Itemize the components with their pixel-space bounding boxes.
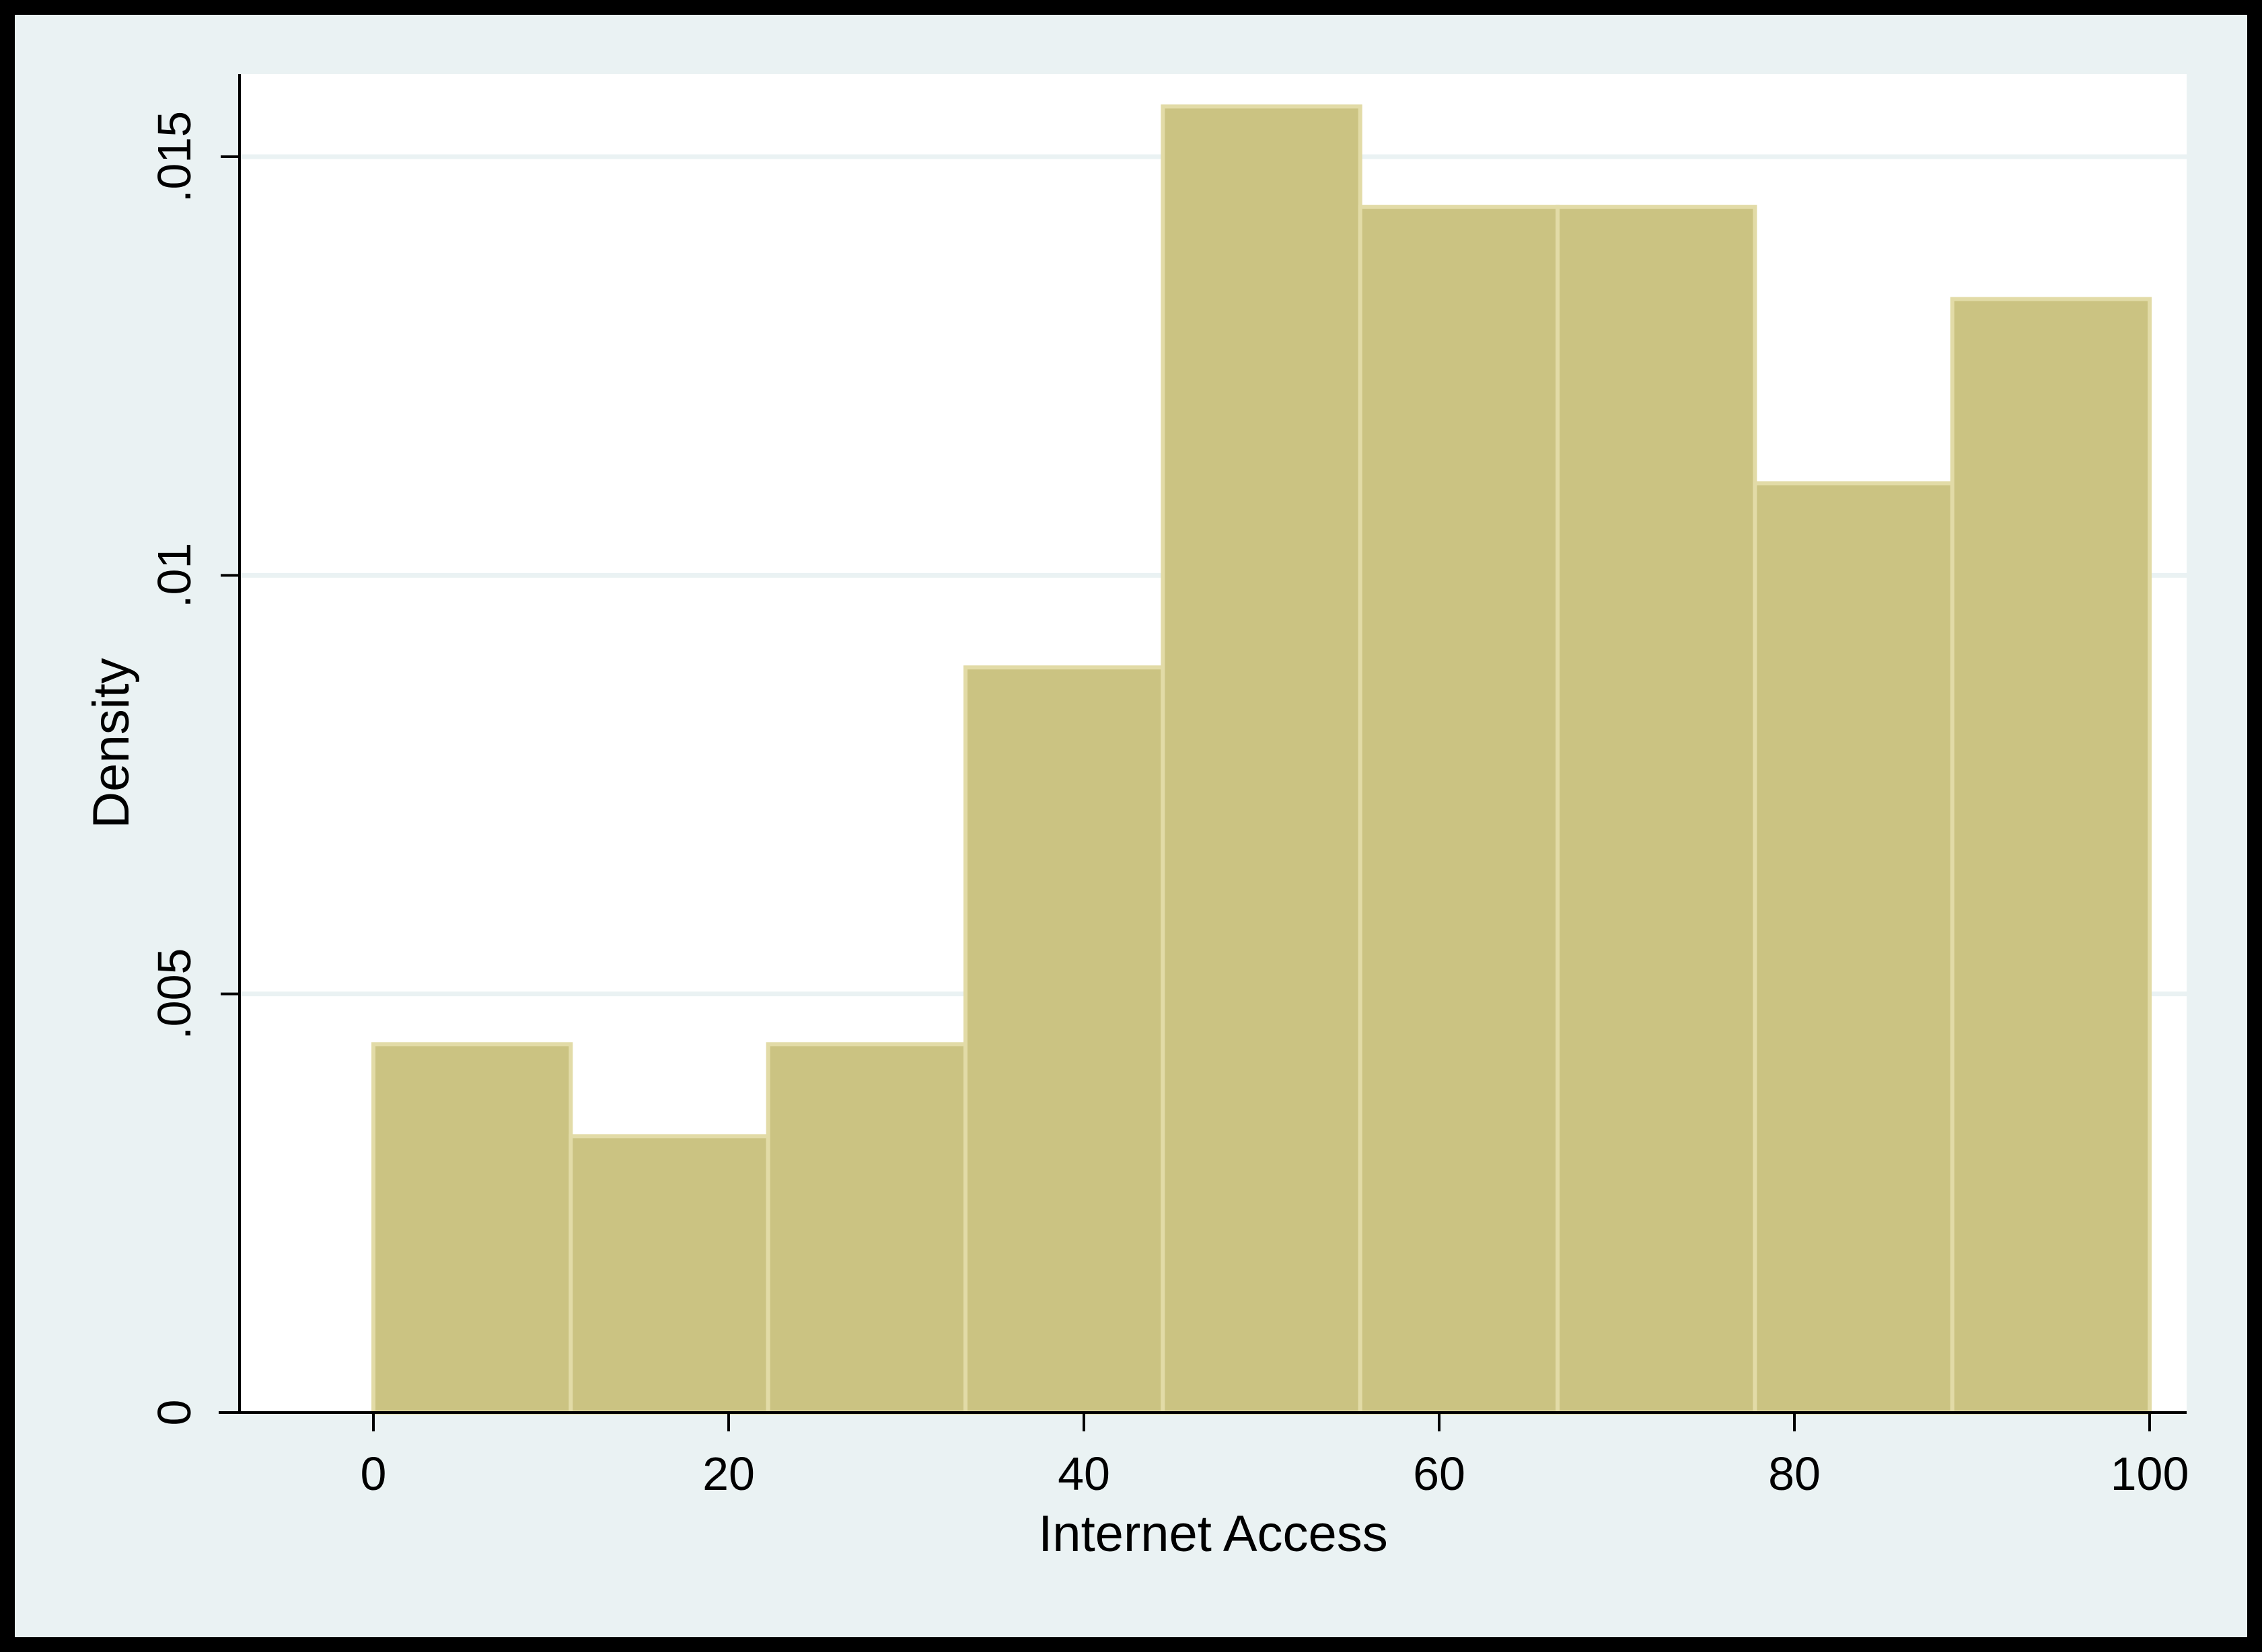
histogram-bar-1 <box>371 1042 573 1415</box>
x-tick-label-2: 40 <box>1058 1448 1110 1500</box>
histogram-bar-8 <box>1753 481 1955 1415</box>
x-tick-label-1: 20 <box>702 1448 755 1500</box>
x-tick-label-0: 0 <box>361 1448 387 1500</box>
histogram-bar-5 <box>1161 104 1362 1415</box>
histogram-bar-2 <box>569 1134 770 1415</box>
histogram-bar-4 <box>963 665 1165 1415</box>
x-tick-label-3: 60 <box>1413 1448 1465 1500</box>
histogram-bar-6 <box>1358 204 1560 1415</box>
x-tick-label-4: 80 <box>1768 1448 1821 1500</box>
y-tick-label-1: .005 <box>148 948 200 1040</box>
bars <box>371 104 2152 1415</box>
y-tick-label-3: .015 <box>148 111 200 202</box>
histogram-bar-3 <box>766 1042 968 1415</box>
histogram-bar-7 <box>1556 204 1757 1415</box>
y-axis-title: Density <box>83 658 140 828</box>
x-tick-label-5: 100 <box>2111 1448 2189 1500</box>
y-tick-label-0: 0 <box>148 1400 200 1426</box>
y-ticks: 0 .005 .01 .015 <box>148 111 240 1426</box>
histogram-bar-9 <box>1950 297 2152 1415</box>
x-axis-title: Internet Access <box>1038 1505 1388 1563</box>
x-ticks: 0 20 40 60 80 100 <box>361 1413 2189 1500</box>
y-tick-label-2: .01 <box>148 543 200 608</box>
